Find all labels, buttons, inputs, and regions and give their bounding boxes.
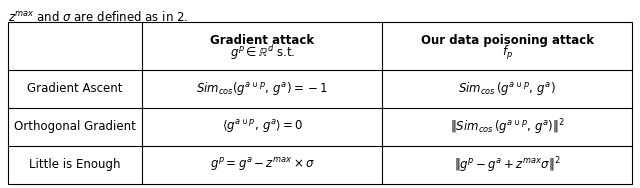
Text: $Sim_{cos}(g^{a\cup p},\,g^a) = -1$: $Sim_{cos}(g^{a\cup p},\,g^a) = -1$ (196, 80, 328, 97)
Text: $g^p = g^a - z^{max} \times \sigma$: $g^p = g^a - z^{max} \times \sigma$ (210, 156, 315, 174)
Text: $Sim_{cos}\,(g^{a\cup p},\,g^a)$: $Sim_{cos}\,(g^{a\cup p},\,g^a)$ (458, 80, 556, 97)
Text: $z^{max}$ and $\sigma$ are defined as in 2.: $z^{max}$ and $\sigma$ are defined as in… (8, 10, 188, 24)
Bar (8, 22, 632, 184)
Text: $\langle g^{a\cup p},\,g^a\rangle = 0$: $\langle g^{a\cup p},\,g^a\rangle = 0$ (221, 118, 303, 135)
Text: Our data poisoning attack: Our data poisoning attack (420, 34, 594, 47)
Text: $g^p \in \mathbb{R}^d$ s.t.: $g^p \in \mathbb{R}^d$ s.t. (230, 43, 295, 62)
Text: $\|g^p - g^a + z^{max}\sigma\|^2$: $\|g^p - g^a + z^{max}\sigma\|^2$ (454, 155, 561, 175)
Text: $\|Sim_{cos}\,(g^{a\cup p},\,g^a)\|^2$: $\|Sim_{cos}\,(g^{a\cup p},\,g^a)\|^2$ (450, 117, 564, 137)
Text: Gradient Ascent: Gradient Ascent (28, 82, 123, 95)
Text: Orthogonal Gradient: Orthogonal Gradient (14, 120, 136, 133)
Text: Gradient attack: Gradient attack (210, 34, 314, 47)
Text: $f_p$: $f_p$ (502, 44, 513, 62)
Text: Little is Enough: Little is Enough (29, 158, 121, 171)
